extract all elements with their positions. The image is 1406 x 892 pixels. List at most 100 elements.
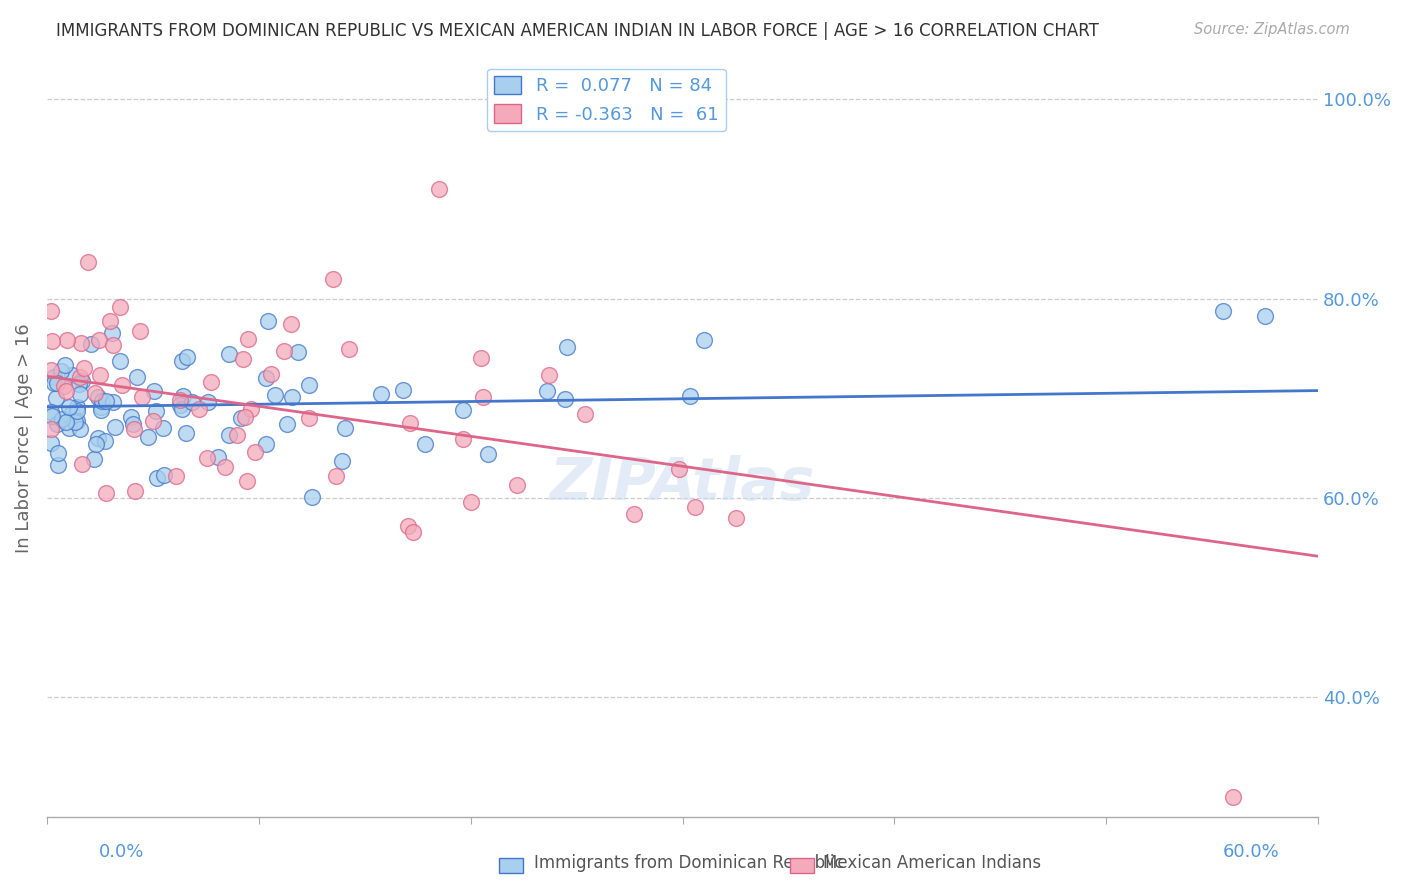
Point: [89, 368, 111, 382]
Point: [1222, 789, 1244, 804]
Text: ZIPAtlas: ZIPAtlas: [550, 455, 815, 512]
Point: [172, 389, 194, 403]
Point: [176, 350, 198, 364]
Point: [470, 351, 492, 366]
Point: [451, 433, 474, 447]
Text: 60.0%: 60.0%: [1223, 843, 1279, 861]
Point: [226, 427, 249, 442]
Text: 0.0%: 0.0%: [98, 843, 143, 861]
Point: [41, 334, 63, 349]
Point: [623, 507, 645, 521]
Point: [101, 394, 124, 409]
Point: [214, 459, 236, 474]
Point: [451, 402, 474, 417]
Point: [91, 393, 114, 408]
Point: [45, 417, 67, 432]
Point: [276, 417, 298, 431]
Point: [218, 427, 240, 442]
Point: [236, 332, 259, 346]
Point: [131, 390, 153, 404]
Point: [124, 422, 146, 436]
Point: [477, 446, 499, 460]
Point: [232, 352, 254, 367]
Point: [679, 389, 702, 403]
Point: [42, 376, 65, 390]
Point: [330, 454, 353, 468]
Point: [254, 371, 277, 385]
Point: [370, 387, 392, 401]
Point: [72, 457, 94, 471]
Point: [257, 314, 280, 328]
Point: [55, 416, 77, 430]
Point: [60, 368, 83, 383]
Point: [103, 337, 125, 351]
Point: [101, 326, 124, 341]
Point: [554, 392, 576, 406]
Point: [108, 353, 131, 368]
Point: [169, 398, 191, 412]
Y-axis label: In Labor Force | Age > 16: In Labor Force | Age > 16: [15, 323, 32, 553]
Point: [401, 525, 423, 540]
Point: [69, 386, 91, 401]
Point: [297, 411, 319, 425]
Point: [96, 393, 118, 408]
Point: [90, 400, 112, 414]
Point: [152, 421, 174, 435]
Point: [264, 388, 287, 402]
Point: [122, 417, 145, 431]
Point: [538, 368, 561, 382]
Point: [243, 445, 266, 459]
Text: Source: ZipAtlas.com: Source: ZipAtlas.com: [1194, 22, 1350, 37]
Text: IMMIGRANTS FROM DOMINICAN REPUBLIC VS MEXICAN AMERICAN INDIAN IN LABOR FORCE | A: IMMIGRANTS FROM DOMINICAN REPUBLIC VS ME…: [56, 22, 1099, 40]
Point: [66, 404, 89, 418]
Point: [84, 437, 107, 451]
Point: [460, 495, 482, 509]
Point: [58, 400, 80, 414]
Point: [45, 391, 67, 405]
Point: [337, 342, 360, 356]
Point: [94, 434, 117, 449]
Point: [56, 333, 79, 347]
Point: [39, 435, 62, 450]
Point: [505, 478, 527, 492]
Point: [51, 411, 73, 425]
Point: [80, 337, 103, 351]
Point: [66, 400, 89, 414]
Point: [143, 384, 166, 398]
Point: [39, 363, 62, 377]
Point: [69, 336, 91, 351]
Point: [322, 271, 344, 285]
Point: [254, 436, 277, 450]
Point: [128, 324, 150, 338]
Point: [41, 409, 63, 424]
Point: [39, 422, 62, 436]
Point: [72, 375, 94, 389]
Point: [685, 500, 707, 514]
Point: [399, 416, 422, 430]
Point: [233, 409, 256, 424]
Point: [58, 421, 80, 435]
Point: [396, 518, 419, 533]
Point: [260, 367, 283, 381]
Point: [197, 394, 219, 409]
Point: [200, 375, 222, 389]
Point: [120, 409, 142, 424]
Point: [668, 462, 690, 476]
Point: [153, 468, 176, 483]
Point: [84, 386, 107, 401]
Point: [1254, 309, 1277, 323]
Legend: R =  0.077   N = 84, R = -0.363   N =  61: R = 0.077 N = 84, R = -0.363 N = 61: [486, 69, 725, 131]
Point: [187, 401, 209, 416]
Point: [165, 469, 187, 483]
Point: [87, 431, 110, 445]
Point: [39, 405, 62, 419]
Point: [69, 370, 91, 384]
Point: [392, 383, 415, 397]
Point: [180, 394, 202, 409]
Point: [273, 343, 295, 358]
Point: [472, 390, 495, 404]
Point: [297, 378, 319, 392]
Point: [692, 334, 714, 348]
Point: [103, 420, 125, 434]
Point: [413, 437, 436, 451]
